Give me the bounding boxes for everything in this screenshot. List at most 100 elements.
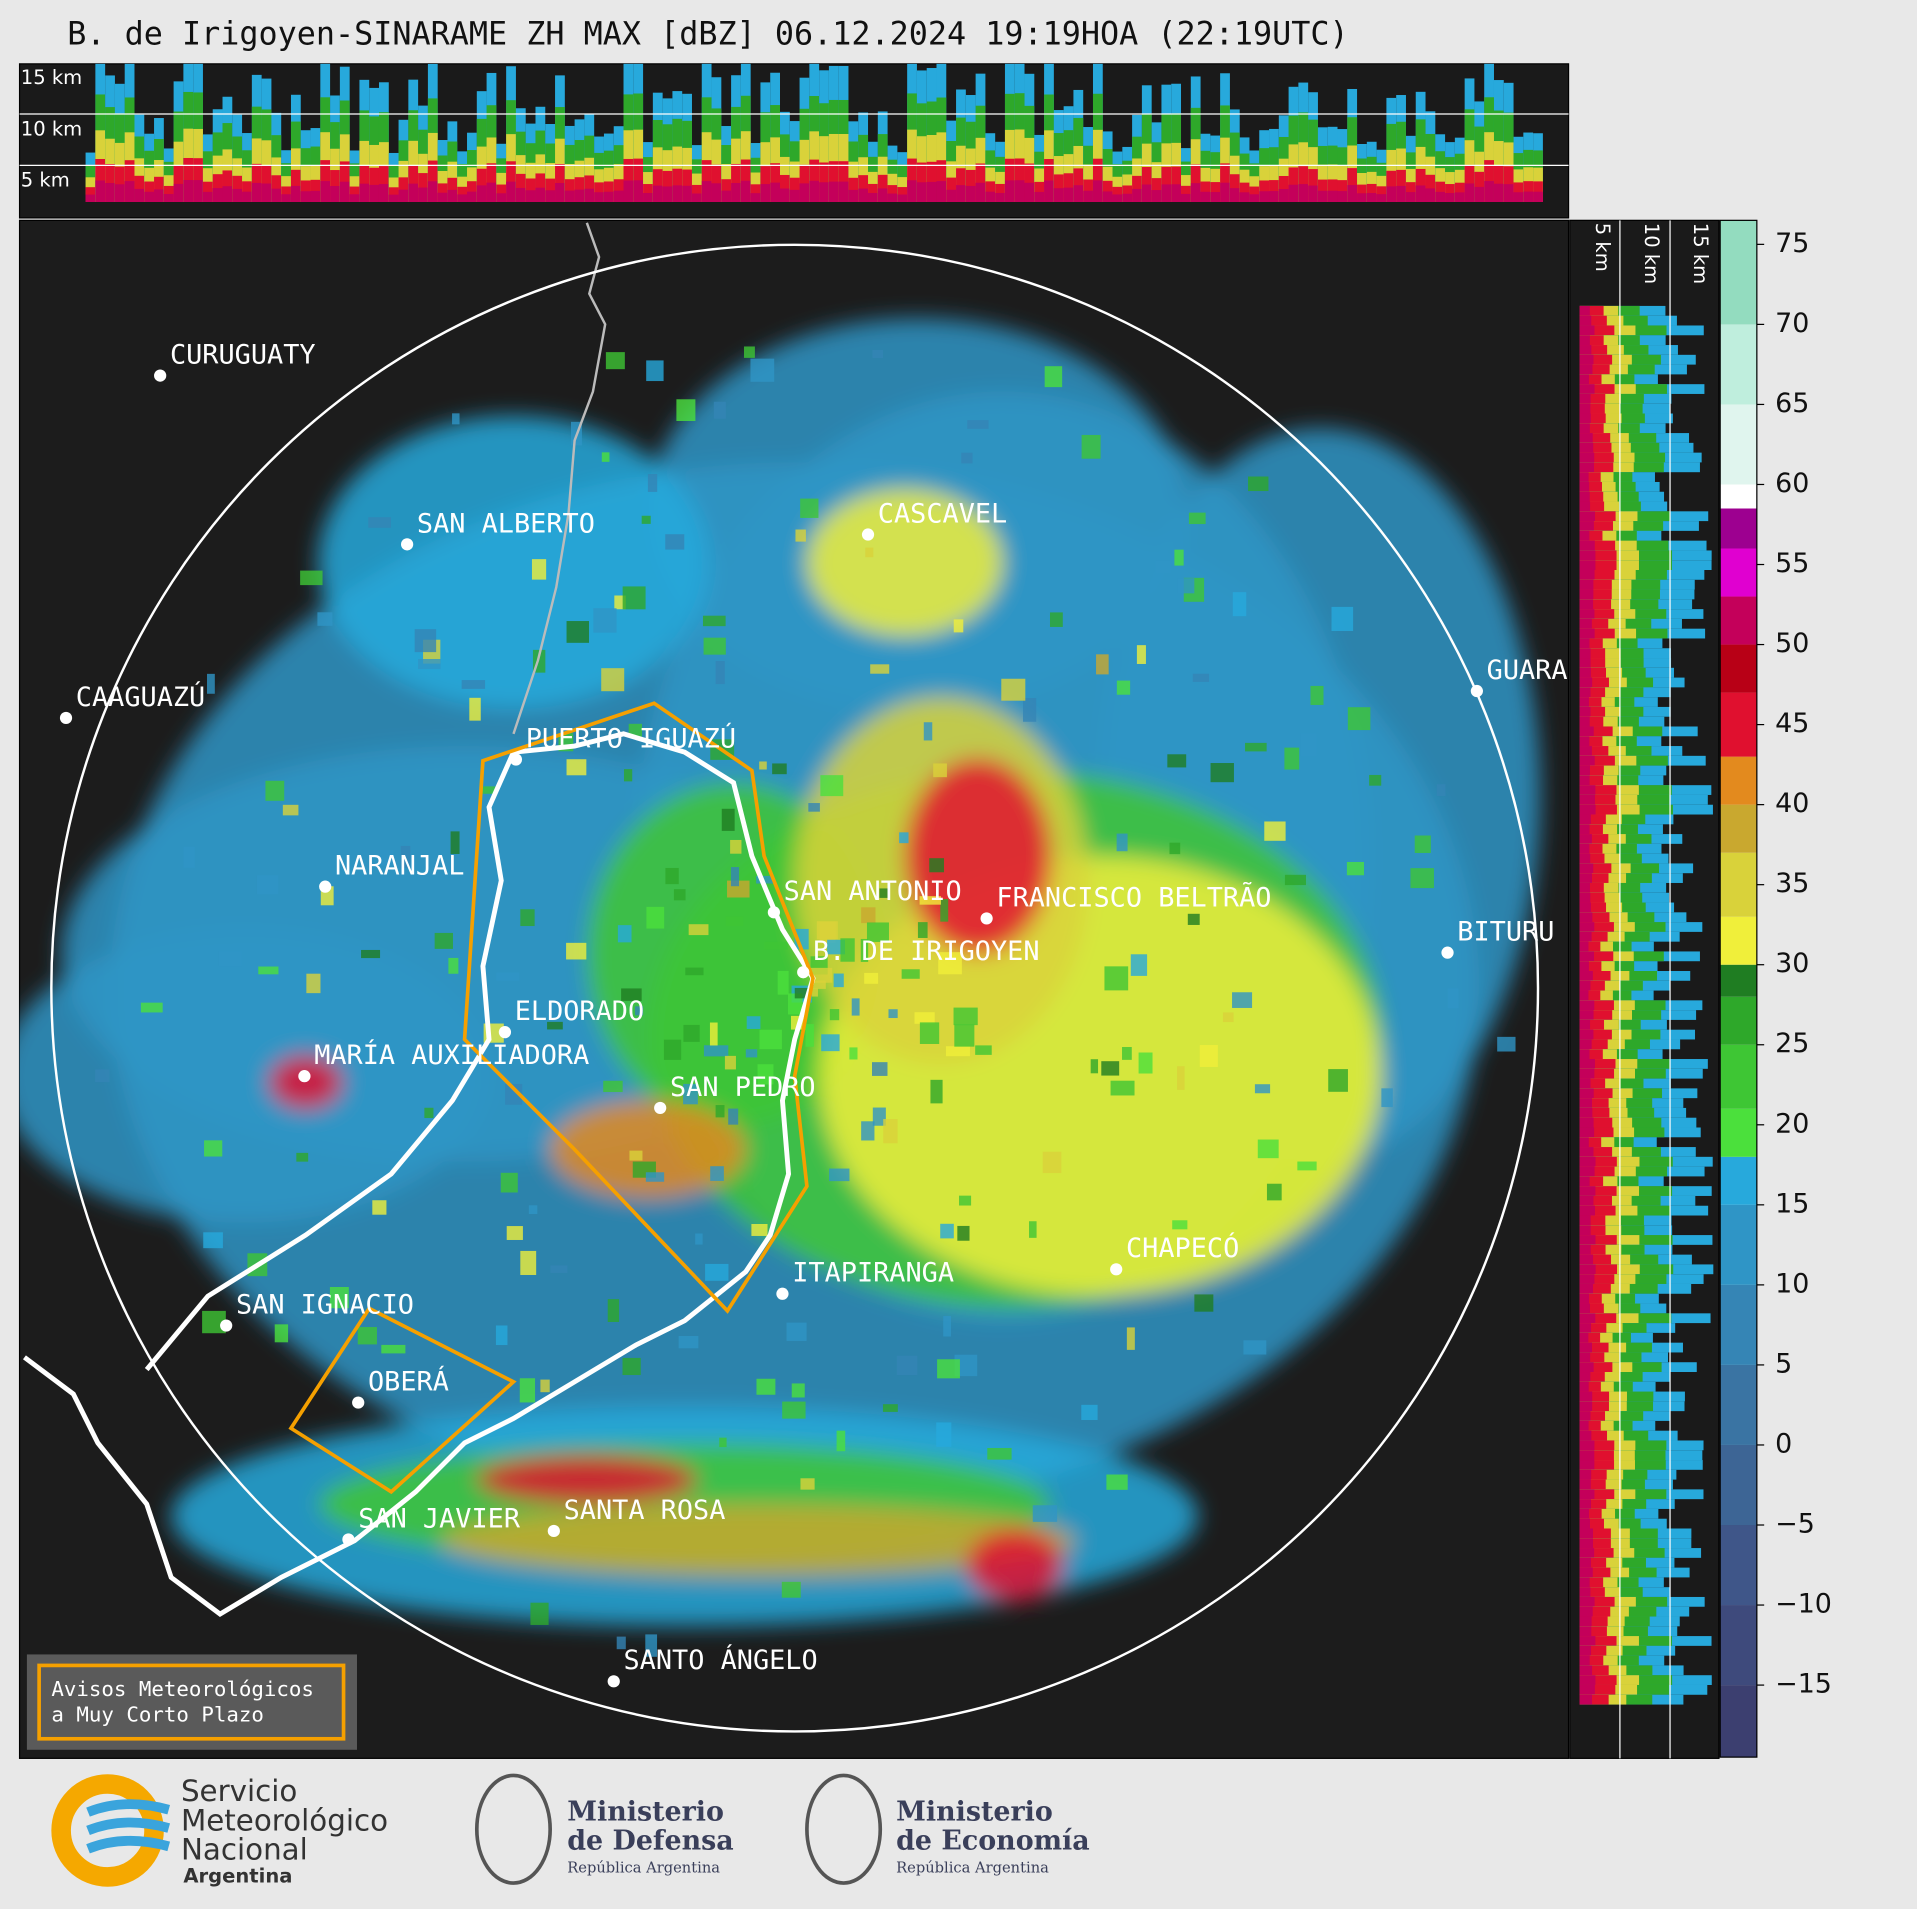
echo-cell xyxy=(1579,726,1613,737)
echo-cell xyxy=(715,1105,725,1118)
echo-cell xyxy=(1136,645,1146,664)
echo-cell xyxy=(809,180,820,203)
echo-cell xyxy=(930,1079,943,1104)
echo-cell xyxy=(1513,192,1524,203)
echo-cell xyxy=(719,1437,727,1448)
echo-cell xyxy=(1579,1684,1595,1695)
echo-cell xyxy=(550,1265,568,1273)
echo-cell xyxy=(643,193,653,203)
echo-cell xyxy=(414,629,437,653)
echo-cell xyxy=(728,1108,739,1125)
echo-cell xyxy=(574,189,585,203)
place-label: OBERÁ xyxy=(368,1366,449,1398)
echo-cell xyxy=(1044,180,1054,203)
place-label: PUERTO IGUAZÚ xyxy=(526,722,736,754)
echo-cell xyxy=(1579,345,1608,355)
echo-cell xyxy=(1034,191,1045,203)
echo-cell xyxy=(203,1232,223,1249)
echo-cell xyxy=(1579,980,1605,991)
echo-cell xyxy=(258,966,279,975)
echo-cell xyxy=(1579,931,1592,942)
echo-cell xyxy=(1579,1049,1590,1060)
echo-cell xyxy=(1579,697,1589,707)
echo-cell xyxy=(1579,1078,1606,1089)
echo-cell xyxy=(1579,922,1614,932)
echo-cell xyxy=(1579,1440,1615,1451)
echo-cell xyxy=(418,187,428,203)
echo-cell xyxy=(685,967,704,976)
echo-cell xyxy=(929,858,944,873)
echo-cell xyxy=(1579,315,1592,326)
map-overlay xyxy=(22,222,816,1618)
echo-cell xyxy=(140,1002,163,1013)
echo-cell xyxy=(940,1223,954,1239)
echo-cell xyxy=(424,1107,434,1119)
echo-cell xyxy=(1579,1528,1593,1539)
echo xyxy=(806,489,1003,637)
echo-cell xyxy=(868,192,878,203)
echo-cell xyxy=(1579,1499,1591,1509)
echo-cell xyxy=(1579,579,1612,590)
echo-cell xyxy=(1579,1283,1611,1294)
echo-cell xyxy=(795,529,806,542)
echo-cell xyxy=(937,1359,960,1379)
echo-cell xyxy=(1220,163,1230,203)
echo-cell xyxy=(173,183,184,203)
echo-cell xyxy=(1579,1460,1615,1470)
echo-cell xyxy=(750,358,775,382)
echo-cell xyxy=(1405,192,1416,203)
echo-cell xyxy=(926,181,937,203)
echo-cell xyxy=(1579,1469,1592,1480)
echo-cell xyxy=(1347,707,1371,731)
colorbar-band xyxy=(1720,596,1757,645)
place-dot xyxy=(607,1675,620,1688)
echo-cell xyxy=(1579,618,1609,629)
echo-cell xyxy=(883,1119,898,1144)
echo-cell xyxy=(1210,763,1234,783)
echo-cell xyxy=(956,168,966,203)
colorbar-tick-label: 15 xyxy=(1775,1188,1809,1219)
echo-cell xyxy=(757,1064,774,1085)
echo-cell xyxy=(967,420,989,429)
echo-cell xyxy=(1579,1450,1614,1461)
echo-cell xyxy=(1328,1069,1348,1092)
echo-cell xyxy=(207,673,215,694)
echo-cell xyxy=(1579,589,1594,600)
echo-cell xyxy=(1386,170,1397,203)
echo-cell xyxy=(1579,393,1591,404)
colorbar-band xyxy=(1720,1204,1757,1285)
echo-cell xyxy=(1579,794,1616,805)
echo-cell xyxy=(1579,1078,1591,1089)
echo xyxy=(317,415,710,710)
echo-cell xyxy=(840,938,855,962)
echo-cell xyxy=(555,183,565,203)
echo-cell xyxy=(1049,612,1063,627)
echo-cell xyxy=(525,190,536,203)
colorbar-band xyxy=(1720,1525,1757,1606)
place-label: FRANCISCO BELTRÃO xyxy=(996,881,1271,913)
echo-cell xyxy=(1308,185,1318,203)
echo-cell xyxy=(261,183,272,203)
echo-cell xyxy=(872,349,883,358)
echo-cell xyxy=(1042,1151,1062,1174)
echo-cell xyxy=(819,921,836,944)
echo-cell xyxy=(1073,185,1084,203)
colorbar-band xyxy=(1720,1685,1757,1758)
echo-cell xyxy=(1579,1479,1606,1490)
echo-cell xyxy=(1579,1528,1611,1539)
echo-cell xyxy=(204,1140,223,1157)
echo-cell xyxy=(621,988,642,1001)
echo-cell xyxy=(218,951,242,967)
echo-cell xyxy=(601,452,610,462)
echo-cell xyxy=(1579,1596,1595,1607)
echo xyxy=(476,1455,697,1505)
echo-cell xyxy=(705,1263,729,1281)
echo-cell xyxy=(1579,1313,1617,1324)
place-dot xyxy=(319,880,332,893)
echo-cell xyxy=(1579,1557,1607,1568)
echo-cell xyxy=(1579,501,1605,512)
echo-cell xyxy=(1579,1694,1609,1705)
echo-cell xyxy=(330,170,340,203)
echo-cell xyxy=(882,1404,898,1412)
echo-cell xyxy=(1503,166,1514,203)
